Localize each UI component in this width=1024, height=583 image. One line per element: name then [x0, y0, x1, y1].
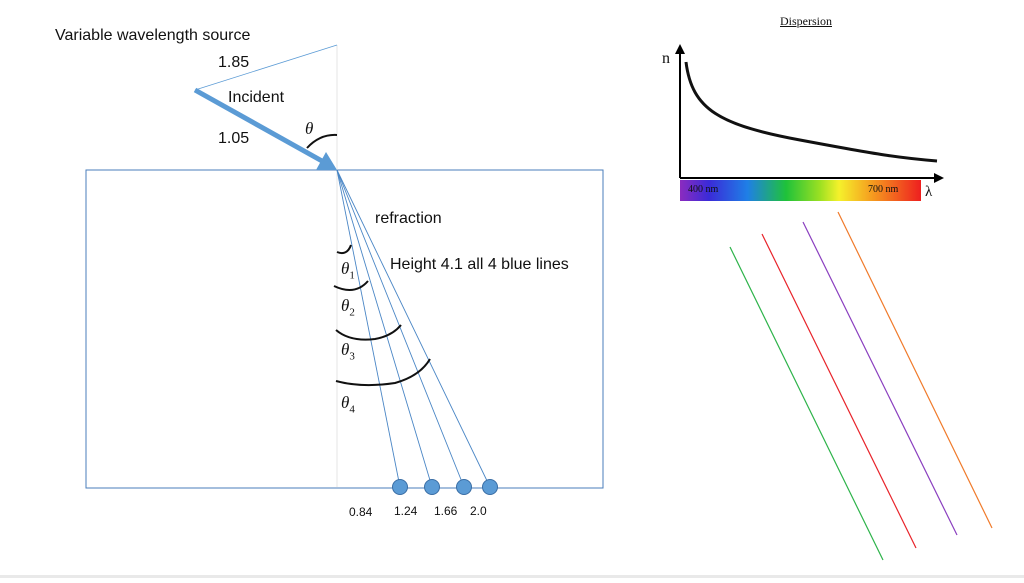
- theta3-arc: [335, 324, 402, 341]
- theta4-label: θ4: [341, 393, 355, 416]
- refracted-ray-2: [336, 169, 433, 488]
- impact-dot-1: [392, 479, 408, 495]
- theta1-label: θ1: [341, 259, 355, 282]
- nm400-label: 400 nm: [688, 184, 719, 195]
- position-label-2: 1.24: [394, 504, 418, 518]
- incident-label: Incident: [228, 89, 285, 106]
- theta1-arc: [336, 244, 352, 255]
- lambda-axis-arrowhead: [934, 173, 944, 183]
- position-label-1: 0.84: [349, 505, 373, 519]
- theta2-label: θ2: [341, 296, 355, 319]
- theta4-arc: [335, 358, 431, 387]
- height-label: Height 4.1 all 4 blue lines: [390, 256, 569, 273]
- nm700-label: 700 nm: [868, 184, 899, 195]
- theta3-label: θ3: [341, 340, 355, 363]
- spectrum-bar: [680, 180, 921, 201]
- side-length-label: 1.05: [218, 130, 250, 147]
- dispersion-curve: [684, 61, 938, 163]
- impact-dots: [392, 479, 498, 495]
- position-label-4: 2.0: [470, 504, 487, 518]
- angle-arcs: [306, 133, 431, 387]
- n-axis-label: n: [662, 50, 670, 67]
- impact-dot-2: [424, 479, 440, 495]
- red-line: [761, 233, 917, 549]
- colored-lines: [729, 211, 993, 561]
- bottom-divider: [0, 575, 1024, 578]
- position-label-3: 1.66: [434, 504, 458, 518]
- refracted-ray-4: [336, 169, 491, 488]
- source-guide-line: [194, 44, 338, 91]
- theta2-arc: [333, 280, 369, 291]
- refracted-ray-3: [336, 169, 465, 488]
- theta-arc: [306, 133, 338, 149]
- impact-dot-4: [482, 479, 498, 495]
- top-length-label: 1.85: [218, 54, 250, 71]
- orange-line: [837, 211, 993, 529]
- source-label: Variable wavelength source: [55, 27, 251, 44]
- impact-dot-3: [456, 479, 472, 495]
- refraction-label: refraction: [375, 210, 442, 227]
- green-line: [729, 246, 884, 561]
- n-axis-arrowhead: [675, 44, 685, 54]
- purple-line: [802, 221, 958, 536]
- refracted-ray-1: [336, 169, 401, 488]
- theta-label: θ: [305, 119, 314, 138]
- dispersion-graph: [675, 44, 944, 201]
- dispersion-title: Dispersion: [780, 14, 832, 28]
- lambda-axis-label: λ: [925, 184, 933, 200]
- incident-arrow: [193, 87, 337, 170]
- glass-block: [85, 169, 604, 489]
- refracted-rays: [336, 169, 491, 488]
